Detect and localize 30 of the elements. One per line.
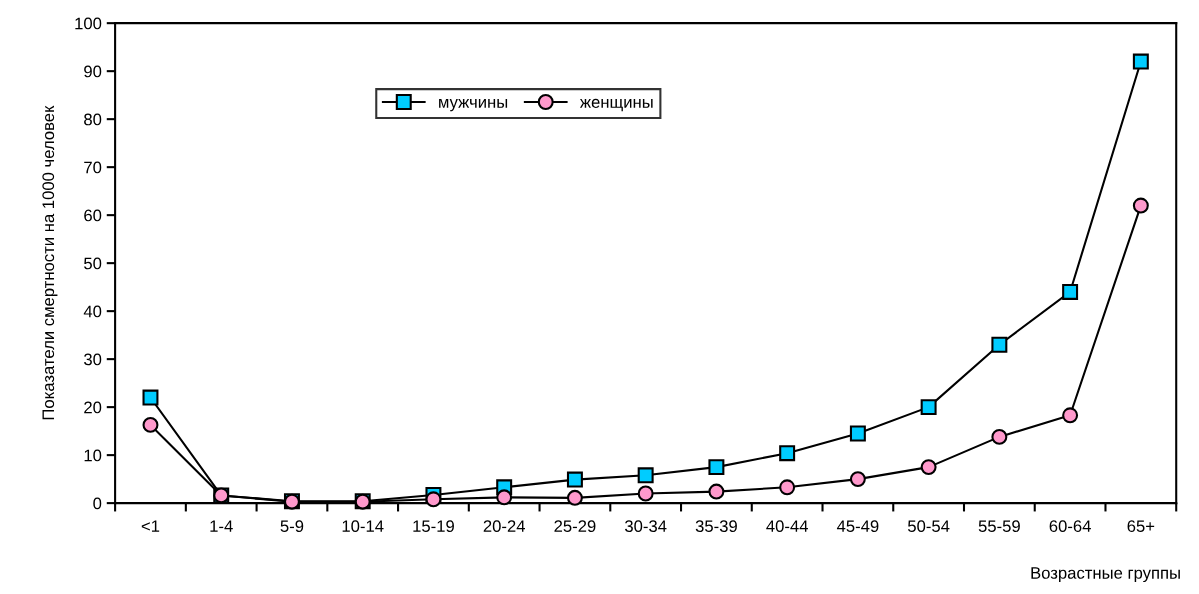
legend-label: мужчины xyxy=(439,99,508,112)
y-tick-label: 70 xyxy=(84,161,102,174)
x-tick-label: 25-29 xyxy=(554,520,596,533)
y-tick-label: 20 xyxy=(84,401,102,414)
x-tick-label: 10-14 xyxy=(342,520,384,533)
x-axis-title: Возрастные группы xyxy=(1031,567,1180,583)
y-tick-label: 10 xyxy=(84,449,102,462)
y-tick-label: 100 xyxy=(75,17,102,30)
x-tick-label: 35-39 xyxy=(695,520,737,533)
x-tick-label: 5-9 xyxy=(280,520,304,533)
y-tick-label: 90 xyxy=(84,65,102,78)
x-tick-label: <1 xyxy=(141,520,160,532)
x-tick-label: 20-24 xyxy=(483,520,526,533)
y-axis-title: Показатели смертности на 1000 человек xyxy=(42,105,58,420)
x-tick-label: 55-59 xyxy=(978,520,1020,533)
legend-label: женщины xyxy=(579,98,653,112)
y-tick-label: 60 xyxy=(84,209,102,222)
y-tick-label: 30 xyxy=(84,353,102,366)
y-tick-label: 40 xyxy=(83,305,102,318)
y-tick-label: 80 xyxy=(84,113,102,126)
x-tick-label: 50-54 xyxy=(907,520,950,533)
y-tick-label: 0 xyxy=(93,497,102,510)
x-tick-label: 1-4 xyxy=(210,520,233,532)
x-tick-label: 45-49 xyxy=(836,520,879,533)
x-tick-label: 15-19 xyxy=(413,520,454,533)
y-tick-label: 50 xyxy=(84,257,102,270)
x-tick-label: 60-64 xyxy=(1049,520,1091,533)
x-tick-label: 40-44 xyxy=(766,520,808,533)
x-tick-label: 65+ xyxy=(1127,520,1155,533)
x-tick-label: 30-34 xyxy=(624,520,667,533)
